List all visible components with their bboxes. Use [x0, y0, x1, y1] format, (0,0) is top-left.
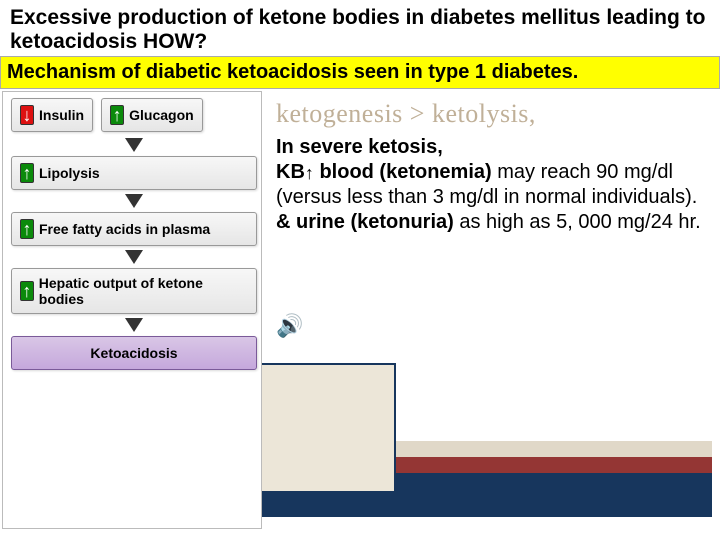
ffa-label: Free fatty acids in plasma [39, 221, 210, 237]
keto-compare-text: ketogenesis > ketolysis, [276, 99, 708, 129]
hepatic-label: Hepatic output of ketone bodies [39, 275, 248, 307]
deco-panel [246, 363, 396, 493]
hepatic-box: ↑ Hepatic output of ketone bodies [11, 268, 257, 314]
content-area: ↓ Insulin ↑ Glucagon ↑ Lipolysis ↑ Free … [0, 89, 720, 529]
flow-arrow-icon [125, 318, 143, 332]
flow-arrow-icon [125, 194, 143, 208]
up-arrow-icon: ↑ [305, 162, 314, 185]
subtitle-highlight: Mechanism of diabetic ketoacidosis seen … [0, 56, 720, 89]
flow-arrow-icon [125, 138, 143, 152]
line2a: KB [276, 161, 305, 183]
ffa-box: ↑ Free fatty acids in plasma [11, 212, 257, 246]
up-arrow-icon: ↑ [20, 281, 34, 301]
line2b: blood (ketonemia) [314, 161, 492, 183]
hormone-row: ↓ Insulin ↑ Glucagon [11, 98, 257, 132]
glucagon-label: Glucagon [129, 107, 194, 123]
slide-title: Excessive production of ketone bodies in… [0, 0, 720, 56]
line1: In severe ketosis, [276, 136, 443, 158]
down-arrow-icon: ↓ [20, 105, 34, 125]
insulin-label: Insulin [39, 107, 84, 123]
lipolysis-box: ↑ Lipolysis [11, 156, 257, 190]
up-arrow-icon: ↑ [20, 163, 34, 183]
body-text: In severe ketosis, KB↑ blood (ketonemia)… [276, 135, 708, 235]
ketoacidosis-box: Ketoacidosis [11, 336, 257, 370]
up-arrow-icon: ↑ [20, 219, 34, 239]
decorative-footer [236, 337, 712, 517]
insulin-box: ↓ Insulin [11, 98, 93, 132]
flow-diagram: ↓ Insulin ↑ Glucagon ↑ Lipolysis ↑ Free … [2, 91, 262, 529]
up-arrow-icon: ↑ [110, 105, 124, 125]
line4b: as high as 5, 000 mg/24 hr. [454, 211, 701, 233]
line4a: & urine (ketonuria) [276, 211, 454, 233]
lipolysis-label: Lipolysis [39, 165, 100, 181]
flow-arrow-icon [125, 250, 143, 264]
glucagon-box: ↑ Glucagon [101, 98, 203, 132]
speaker-icon: 🔊 [276, 313, 303, 339]
